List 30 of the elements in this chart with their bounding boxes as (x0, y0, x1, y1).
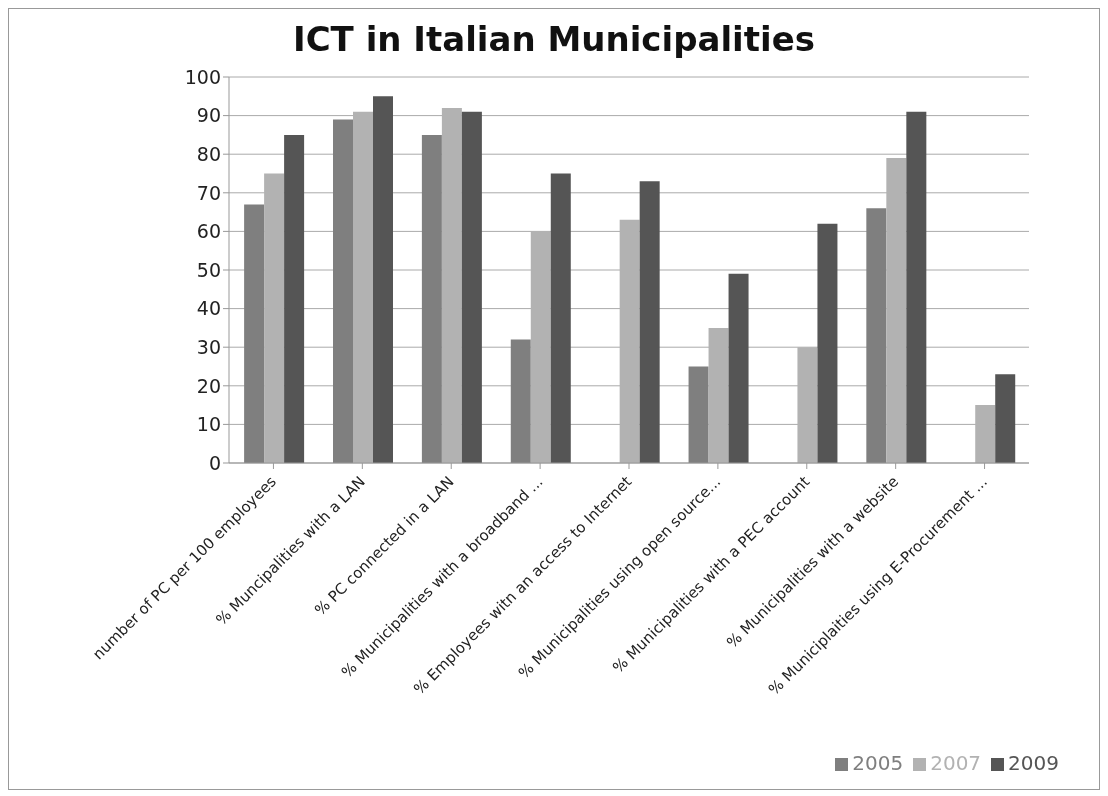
bar (550, 173, 571, 463)
y-tick-label: 50 (196, 258, 221, 281)
legend-label: 2009 (1008, 751, 1059, 775)
y-tick-label: 70 (196, 181, 221, 204)
y-tick-label: 30 (196, 335, 221, 358)
bar (461, 111, 482, 463)
y-tick-label: 40 (196, 297, 221, 320)
bar (866, 208, 887, 463)
bar (728, 273, 749, 463)
y-tick-label: 10 (196, 413, 221, 436)
bar (639, 181, 660, 463)
y-tick-label: 60 (196, 220, 221, 243)
bar (995, 374, 1016, 463)
y-tick-label: 0 (208, 451, 221, 474)
bar (510, 339, 531, 463)
y-tick-label: 90 (196, 104, 221, 127)
y-tick-label: 100 (184, 65, 221, 88)
bar (817, 223, 838, 463)
bar (906, 111, 927, 463)
bar (421, 134, 442, 463)
legend-label: 2007 (930, 751, 982, 775)
bar (688, 366, 709, 463)
bar (244, 204, 265, 463)
bar (333, 119, 353, 463)
y-tick-label: 20 (196, 374, 221, 397)
bar (373, 96, 393, 463)
chart-title: ICT in Italian Municipalities (292, 18, 816, 61)
bar (284, 134, 305, 463)
y-tick-label: 80 (196, 142, 221, 165)
legend-label: 2005 (852, 751, 904, 775)
